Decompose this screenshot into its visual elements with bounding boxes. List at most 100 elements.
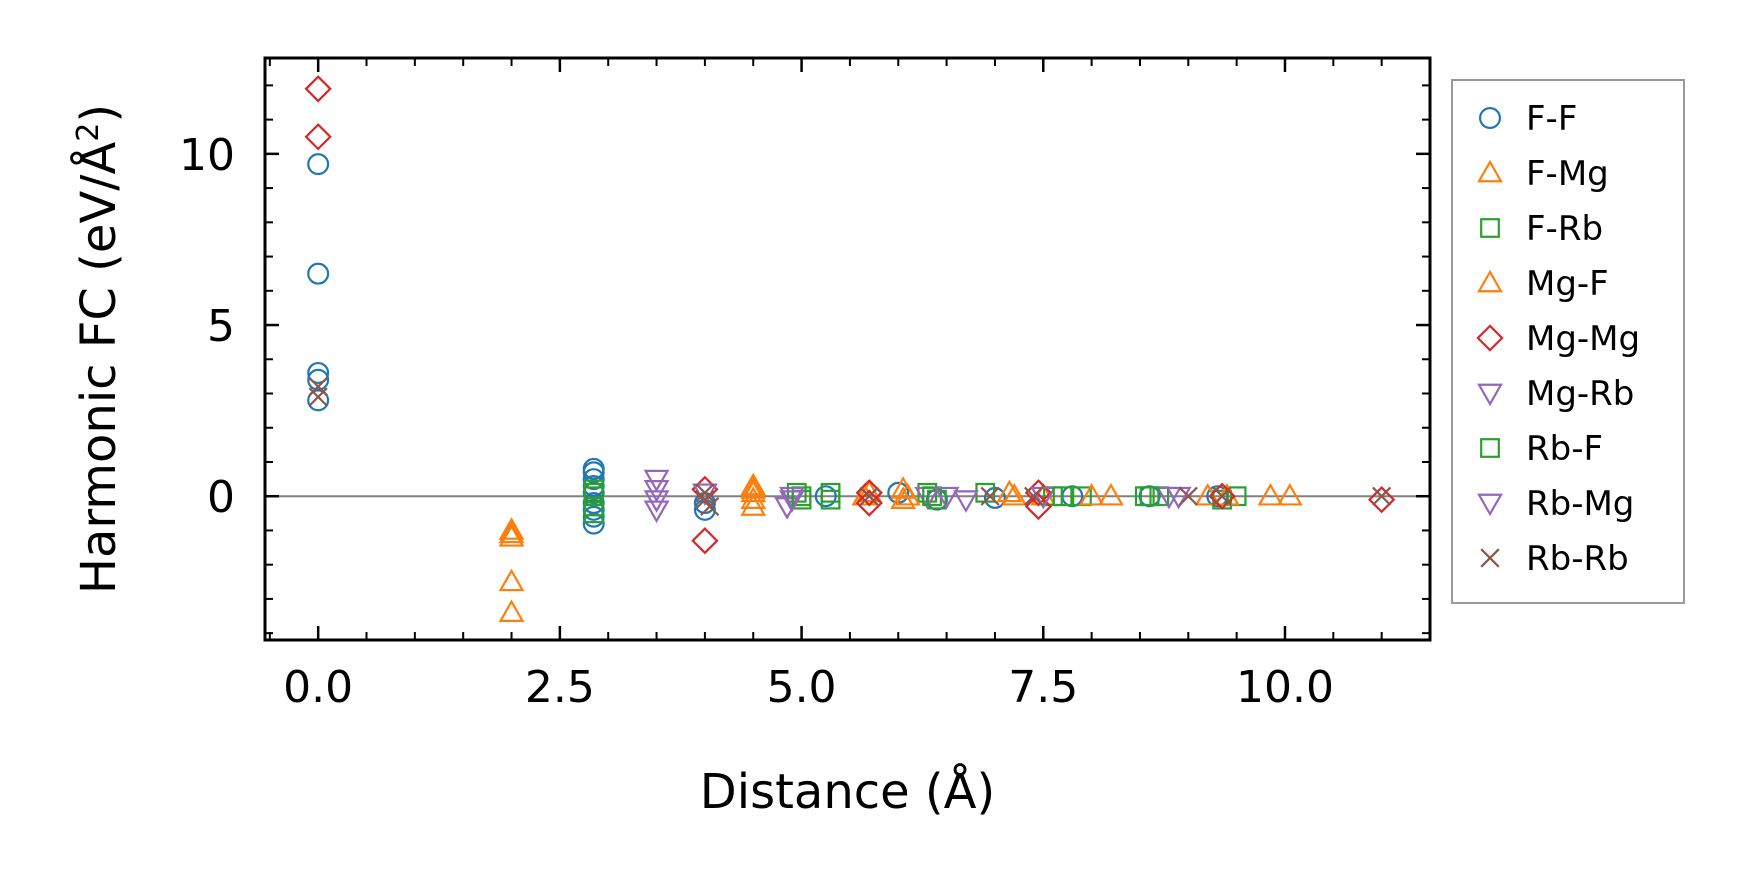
data-point — [933, 486, 960, 510]
legend-entry: Rb-Rb — [1480, 539, 1629, 579]
data-point — [890, 486, 916, 509]
series-f-f — [307, 153, 1229, 535]
legend-entry: Mg-Rb — [1477, 374, 1634, 414]
data-point — [1178, 486, 1198, 506]
legend-entry: Mg-Mg — [1476, 319, 1640, 359]
data-markers — [304, 75, 1396, 622]
data-point — [691, 527, 719, 555]
series-rb-rb — [308, 377, 1392, 517]
plot-area — [263, 56, 1432, 642]
data-point — [582, 468, 605, 491]
legend-label: F-Rb — [1526, 209, 1603, 249]
legend-label: Mg-Rb — [1526, 374, 1634, 414]
data-point — [1139, 486, 1160, 507]
data-point — [700, 496, 720, 517]
data-point — [307, 262, 330, 285]
data-point — [307, 153, 330, 176]
data-point — [740, 479, 767, 503]
legend-marker-triangle-down-icon — [1477, 493, 1503, 517]
x-tick-label: 10.0 — [1236, 662, 1334, 713]
legend-marker-square-icon — [1480, 218, 1500, 238]
tick-labels: 0.0 2.5 5.0 7.5 10.0 0 5 10 — [179, 130, 1334, 713]
y-tick-label: 5 — [207, 301, 235, 352]
legend-entry: F-Rb — [1480, 209, 1603, 249]
legend-entry: Rb-F — [1480, 429, 1603, 469]
x-tick-label: 2.5 — [525, 662, 595, 713]
legend-entry: F-F — [1478, 99, 1577, 139]
data-point — [779, 490, 805, 513]
data-point — [304, 123, 332, 151]
legend-marker-triangle-up-icon — [1477, 269, 1503, 293]
data-point — [1257, 482, 1284, 506]
legend-marker-diamond-icon — [1476, 324, 1504, 352]
legend-marker-triangle-up-icon — [1477, 159, 1503, 183]
data-point — [498, 568, 525, 592]
data-point — [307, 389, 330, 412]
x-tick-label: 5.0 — [767, 662, 837, 713]
data-point — [498, 520, 525, 544]
legend-entry: Rb-Mg — [1477, 484, 1634, 524]
data-point — [695, 483, 715, 503]
data-point — [583, 482, 604, 503]
data-point — [855, 489, 883, 517]
data-point — [643, 480, 670, 503]
data-point — [779, 486, 805, 510]
y-axis-label-close: ) — [71, 104, 127, 123]
legend-marker-triangle-down-icon — [1477, 383, 1503, 407]
legend-marker-square-icon — [1480, 438, 1500, 458]
legend-label: F-F — [1526, 99, 1577, 139]
data-point — [583, 503, 604, 524]
legend-marker-circle-icon — [1478, 106, 1501, 129]
x-tick-label: 7.5 — [1008, 662, 1078, 713]
data-point — [1052, 486, 1073, 507]
data-point — [740, 493, 767, 516]
data-point — [895, 482, 921, 506]
data-point — [1368, 485, 1396, 514]
data-point — [1212, 486, 1232, 506]
data-point — [1078, 482, 1105, 506]
legend-marker-x-icon — [1480, 548, 1500, 568]
data-point — [1208, 482, 1236, 510]
data-point — [1276, 482, 1303, 506]
y-tick-label: 0 — [207, 472, 235, 523]
legend-label: Mg-F — [1526, 264, 1609, 304]
series-rb-mg — [643, 480, 1192, 513]
data-point — [859, 486, 879, 506]
x-tick-label: 0.0 — [283, 662, 353, 713]
y-tick-label: 10 — [179, 130, 235, 181]
data-point — [498, 517, 525, 540]
data-point — [814, 485, 837, 508]
data-point — [307, 361, 330, 384]
data-point — [1165, 486, 1192, 510]
y-axis-label: Harmonic FC (eV/Å2) — [70, 104, 127, 594]
y-axis-label-superscript: 2 — [71, 123, 106, 142]
x-axis-label: Distance (Å) — [700, 763, 995, 820]
data-point — [820, 489, 841, 510]
data-point — [308, 387, 328, 407]
legend-box — [1451, 79, 1685, 604]
data-point — [582, 512, 605, 535]
legend-entry: F-Mg — [1477, 154, 1609, 194]
legend-label: F-Mg — [1526, 154, 1609, 194]
data-point — [1001, 482, 1028, 506]
legend-label: Rb-Rb — [1526, 539, 1629, 579]
series-mg-mg — [304, 75, 1396, 555]
data-point — [498, 599, 525, 622]
legend-entry: Mg-F — [1477, 264, 1609, 304]
data-point — [304, 75, 332, 103]
data-point — [953, 490, 979, 513]
legend-label: Rb-Mg — [1526, 484, 1634, 524]
series-mg-f — [498, 476, 1240, 540]
axis-ticks — [265, 58, 1431, 640]
plot-frame — [263, 56, 1432, 642]
data-point — [1030, 486, 1057, 510]
data-point — [740, 476, 767, 499]
legend-label: Rb-F — [1526, 429, 1603, 469]
y-axis-label-main: Harmonic FC (eV/Å — [70, 142, 127, 595]
data-point — [1098, 482, 1124, 506]
legend-label: Mg-Mg — [1526, 319, 1640, 359]
data-point — [980, 486, 1000, 506]
data-point — [1372, 486, 1392, 506]
legend: F-F F-Mg F-Rb Mg-F Mg-Mg Mg-Rb Rb-F Rb-Mg Rb-Rb — [1451, 79, 1685, 604]
